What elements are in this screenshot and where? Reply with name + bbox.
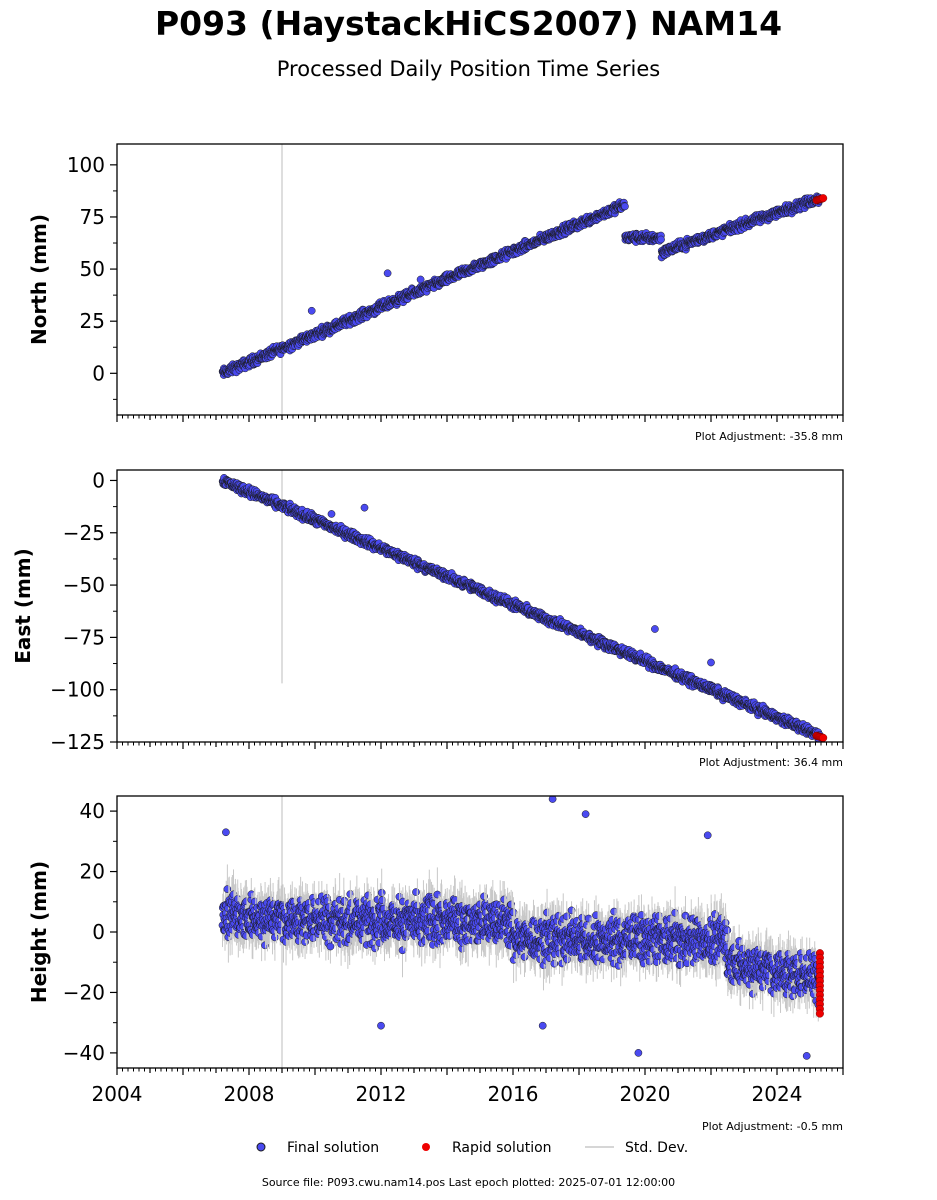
plot-area-east [218,470,828,742]
plot-adjustment-note: Plot Adjustment: -35.8 mm [695,430,843,443]
y-tick-label: 50 [80,257,105,281]
y-tick-label: 25 [80,309,105,333]
final-solution-point [621,202,629,211]
y-tick-label: 75 [80,205,105,229]
rapid-solution-point [819,194,828,203]
final-solution-point [651,625,659,633]
y-axis-label: East (mm) [11,548,35,664]
y-tick-label: −75 [63,625,105,649]
y-tick-label: −100 [50,678,105,702]
final-solution-point [271,933,279,942]
y-tick-label: −50 [63,573,105,597]
final-solution-point [707,658,715,667]
y-tick-label: −125 [50,730,105,754]
y-tick-label: 0 [92,361,105,385]
y-axis-label: North (mm) [27,214,51,345]
page-title: P093 (HaystackHiCS2007) NAM14 [154,4,783,43]
final-solution-point [657,235,665,244]
final-solution-point [360,503,369,512]
panel-north: 0 25 50 75 100 North (mm) Plot Adjustment: -35… [27,143,844,443]
final-solution-point [327,510,336,518]
final-solution-point [326,942,335,951]
final-solution-point [307,306,316,315]
y-tick-label: 0 [92,468,105,492]
plot-area-height [218,796,824,1068]
plot-adjustment-note: Plot Adjustment: 36.4 mm [699,756,843,769]
plot-area-north [218,144,828,415]
page-subtitle: Processed Daily Position Time Series [276,57,661,81]
final-solution-point [383,269,392,278]
final-solution-point [416,275,425,284]
y-tick-label: −25 [63,521,105,545]
y-tick-label: 100 [67,153,105,177]
rapid-solution-point [819,733,828,742]
panel-east: 0 −25 −50 −75 −100 −125 East (mm) Plot Adjustme… [11,468,844,769]
